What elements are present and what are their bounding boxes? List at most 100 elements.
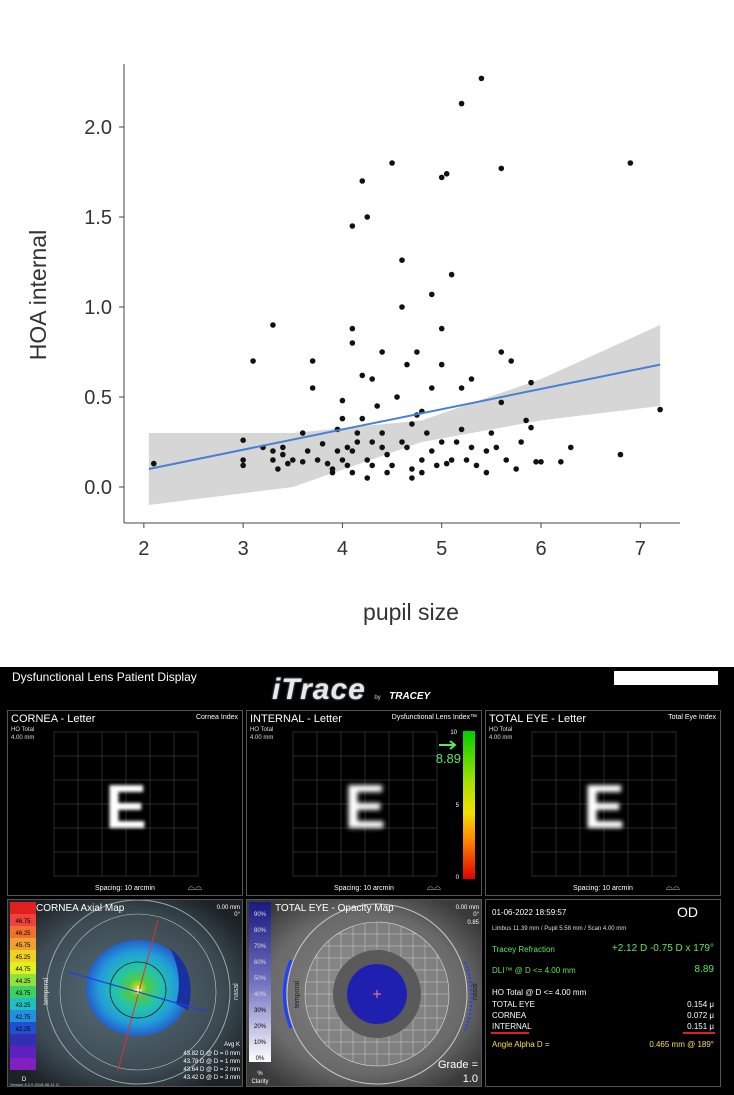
data-point xyxy=(443,171,450,177)
data-point xyxy=(438,325,445,332)
panel-title: CORNEA - Letter xyxy=(11,713,96,725)
dli-scale-mid: 5 xyxy=(456,803,460,809)
total-eye-letter-panel[interactable]: TOTAL EYE - Letter Total Eye Index HO To… xyxy=(485,710,721,896)
data-point xyxy=(339,415,346,422)
dli-value: 8.89 xyxy=(436,751,461,766)
refraction-label: Tracey Refraction xyxy=(492,945,555,954)
data-point xyxy=(483,469,490,476)
spacing-label: Spacing: 10 arcmin xyxy=(573,885,633,892)
opacity-map-panel[interactable]: 90% 80% 70% 60% 50% 40% 30% 20% 10% 0% % Clarity … xyxy=(246,899,482,1087)
itrace-display: Dysfunctional Lens Patient Display iTrac… xyxy=(0,667,734,1095)
dli-arrow-icon xyxy=(439,740,457,750)
data-point xyxy=(319,441,326,447)
data-point xyxy=(280,451,286,458)
panel-index-label: Dysfunctional Lens Index™ xyxy=(391,714,477,721)
internal-letter-panel[interactable]: INTERNAL - Letter Dysfunctional Lens Ind… xyxy=(246,710,482,896)
data-point xyxy=(399,257,405,264)
clarity-scale-label: 70% xyxy=(254,944,267,950)
data-point xyxy=(309,385,316,391)
data-point xyxy=(384,451,390,458)
measurement-info-panel: 01-06-2022 18:59:57 OD Limbus 11.39 mm /… xyxy=(485,899,721,1087)
data-point xyxy=(379,444,385,451)
clarity-scale-label: 10% xyxy=(254,1040,267,1046)
data-point xyxy=(438,361,445,368)
data-point xyxy=(458,100,465,107)
data-point xyxy=(473,462,480,469)
dli-scale-top: 10 xyxy=(450,730,457,736)
data-point xyxy=(404,361,410,368)
avg-k-0: 43.82 D @ D = 0 mm xyxy=(183,1051,240,1057)
nasal-label: nasal xyxy=(472,983,479,1000)
data-point xyxy=(240,437,246,444)
legend-label: 45.25 xyxy=(15,955,31,961)
grade-label: Grade = xyxy=(438,1059,478,1071)
data-point xyxy=(359,178,366,184)
cornea-letter-panel[interactable]: CORNEA - Letter Cornea Index HO Total 4.0… xyxy=(7,710,243,896)
data-point xyxy=(448,457,455,463)
data-point xyxy=(453,439,460,445)
panel-index-label: Cornea Index xyxy=(195,714,238,721)
legend-label: 42.25 xyxy=(15,1027,31,1033)
data-point xyxy=(275,466,281,472)
data-point xyxy=(404,444,410,451)
x-tick-label: 5 xyxy=(436,538,447,560)
data-point xyxy=(389,462,395,469)
data-point xyxy=(428,291,435,298)
data-point xyxy=(349,469,356,476)
data-point xyxy=(344,444,351,451)
data-point xyxy=(354,439,361,445)
data-point xyxy=(528,379,534,386)
data-point xyxy=(334,448,341,454)
letter-e: E xyxy=(344,773,385,842)
clarity-scale-label: 60% xyxy=(254,960,267,966)
data-point xyxy=(150,460,157,467)
legend-label: 43.75 xyxy=(15,991,31,997)
data-point xyxy=(448,271,455,278)
patient-name-field[interactable] xyxy=(614,671,718,685)
data-point xyxy=(349,325,356,332)
data-point xyxy=(349,340,356,346)
x-tick-label: 4 xyxy=(337,538,348,560)
panel-sub: HO Total 4.00 mm xyxy=(11,726,34,742)
outer-ring xyxy=(45,900,231,1085)
glasses-icon[interactable]: ⌓⌓ xyxy=(426,882,441,892)
data-point xyxy=(513,466,519,472)
data-point xyxy=(270,457,276,463)
data-point xyxy=(270,322,276,328)
cornea-axial-map-panel[interactable]: 46.75 46.25 45.75 45.25 44.75 44.25 43.75 43.25… xyxy=(7,899,243,1087)
temporal-arc xyxy=(282,959,293,1029)
legend-swatch xyxy=(10,998,36,1010)
glasses-icon[interactable]: ⌓⌓ xyxy=(187,882,202,892)
legend-label: 46.75 xyxy=(15,919,31,925)
legend-swatch xyxy=(10,986,36,998)
data-point xyxy=(379,430,385,436)
data-point xyxy=(498,165,505,172)
panel-sub-ho: HO Total xyxy=(11,727,35,733)
data-point xyxy=(428,448,435,454)
data-point xyxy=(364,457,371,463)
eye-label: OD xyxy=(677,904,698,920)
glasses-icon[interactable]: ⌓⌓ xyxy=(665,882,680,892)
clarity-scale-label: 50% xyxy=(254,976,267,982)
avg-k-1: 43.78 D @ D = 1 mm xyxy=(183,1059,240,1065)
panel-sub-ho: HO Total xyxy=(250,727,274,733)
x-tick-label: 7 xyxy=(635,538,646,560)
data-point xyxy=(528,424,534,431)
legend-swatch xyxy=(10,962,36,974)
legend-label: 42.75 xyxy=(15,1015,31,1021)
data-point xyxy=(657,406,663,413)
panel-sub-ho: HO Total xyxy=(489,727,513,733)
data-point xyxy=(399,439,405,445)
row-cornea-value: 0.072 μ xyxy=(687,1011,714,1020)
data-point xyxy=(344,462,351,469)
opacity-top-right-1: 0.00 mm xyxy=(456,905,479,911)
x-tick-label: 6 xyxy=(535,538,546,560)
data-point xyxy=(533,459,539,465)
dli-scale-bottom: 0 xyxy=(456,875,460,881)
panel-index-label: Total Eye Index xyxy=(668,714,716,721)
data-point xyxy=(339,397,346,404)
clarity-unit: % xyxy=(257,1071,263,1077)
opacity-top-right-2: 0° xyxy=(473,912,479,918)
data-point xyxy=(458,426,465,433)
legend-swatch xyxy=(10,1046,36,1058)
